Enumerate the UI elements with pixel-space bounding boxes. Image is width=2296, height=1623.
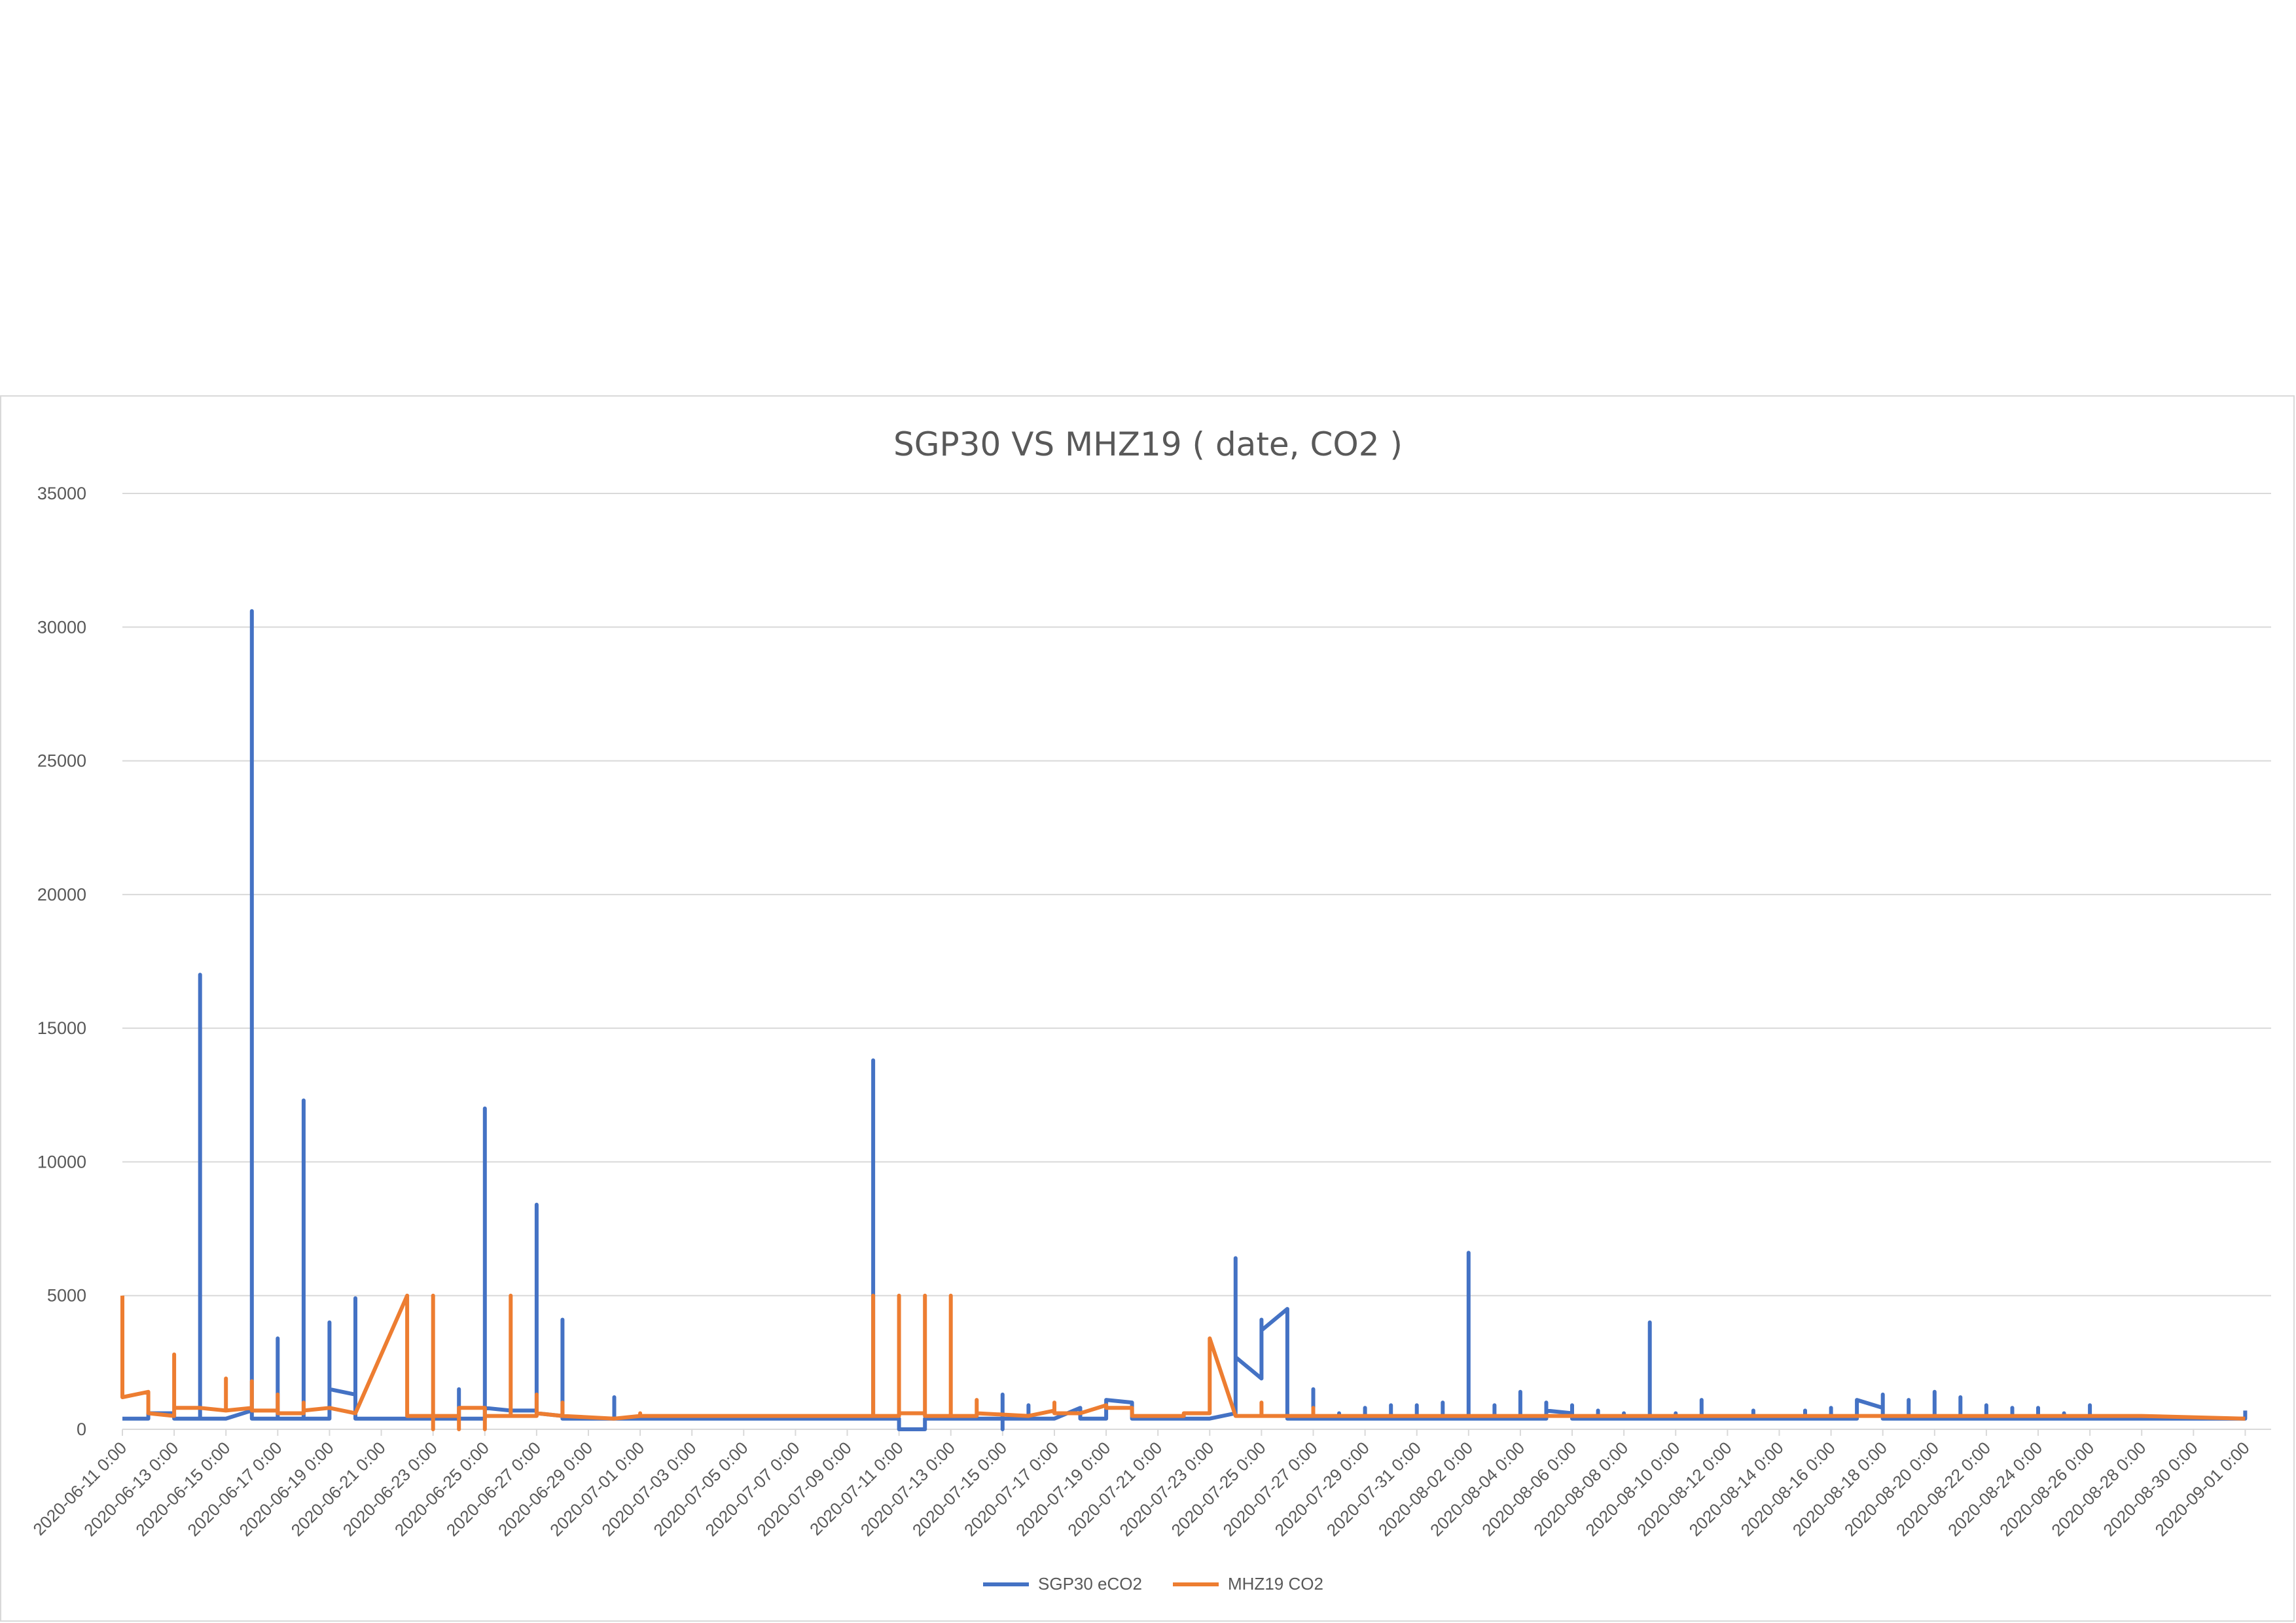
x-tick-label: 2020-07-31 0:00 xyxy=(1323,1438,1425,1540)
x-tick-label: 2020-06-11 0:00 xyxy=(29,1438,130,1539)
x-tick-label: 2020-08-26 0:00 xyxy=(1996,1438,2098,1540)
series-line-sgp30 xyxy=(122,609,2248,1431)
x-tick-label: 2020-06-29 0:00 xyxy=(494,1438,596,1540)
x-tick-label: 2020-07-29 0:00 xyxy=(1271,1438,1373,1540)
x-tick-label: 2020-08-22 0:00 xyxy=(1892,1438,1994,1540)
x-tick-label: 2020-08-30 0:00 xyxy=(2099,1438,2201,1540)
x-tick-label: 2020-08-02 0:00 xyxy=(1374,1438,1477,1540)
x-tick-label: 2020-09-01 0:00 xyxy=(2151,1438,2253,1540)
x-tick-label: 2020-08-10 0:00 xyxy=(1581,1438,1683,1540)
series-lines xyxy=(120,609,2248,1431)
x-tick-label: 2020-08-24 0:00 xyxy=(1944,1438,2046,1540)
chart-title: SGP30 VS MHZ19 ( date, CO2 ) xyxy=(893,425,1403,463)
x-tick-label: 2020-08-08 0:00 xyxy=(1530,1438,1632,1540)
x-tick-label: 2020-07-25 0:00 xyxy=(1167,1438,1269,1540)
legend-label-mhz19: MHZ19 CO2 xyxy=(1228,1574,1323,1594)
x-tick-label: 2020-06-27 0:00 xyxy=(442,1438,545,1540)
gridlines xyxy=(122,493,2271,1430)
x-tick-label: 2020-07-17 0:00 xyxy=(960,1438,1062,1540)
y-tick-label: 15000 xyxy=(37,1018,86,1038)
x-tick-label: 2020-07-09 0:00 xyxy=(753,1438,855,1540)
x-tick-label: 2020-08-14 0:00 xyxy=(1685,1438,1787,1540)
chart-svg: SGP30 VS MHZ19 ( date, CO2 ) 0 5000 10000 1… xyxy=(29,425,2271,1594)
x-tick-label: 2020-08-18 0:00 xyxy=(1789,1438,1891,1540)
y-tick-label: 10000 xyxy=(37,1152,86,1171)
x-tick-label: 2020-06-13 0:00 xyxy=(80,1438,182,1540)
x-tick-label: 2020-07-13 0:00 xyxy=(857,1438,959,1540)
x-tick-label: 2020-07-07 0:00 xyxy=(702,1438,804,1540)
x-tick-label: 2020-06-25 0:00 xyxy=(391,1438,493,1540)
x-tick-label: 2020-08-04 0:00 xyxy=(1426,1438,1528,1540)
x-tick-label: 2020-06-23 0:00 xyxy=(339,1438,441,1540)
x-tick-label: 2020-07-15 0:00 xyxy=(908,1438,1011,1540)
x-tick-label: 2020-08-28 0:00 xyxy=(2047,1438,2149,1540)
x-tick-label: 2020-08-20 0:00 xyxy=(1840,1438,1943,1540)
y-tick-label: 5000 xyxy=(47,1286,86,1306)
x-tick-label: 2020-07-19 0:00 xyxy=(1012,1438,1114,1540)
x-tick-label: 2020-08-12 0:00 xyxy=(1633,1438,1735,1540)
y-tick-label: 25000 xyxy=(37,751,86,771)
x-tick-label: 2020-07-21 0:00 xyxy=(1064,1438,1166,1540)
x-tick-label: 2020-07-01 0:00 xyxy=(546,1438,648,1540)
x-tick-label: 2020-06-19 0:00 xyxy=(236,1438,338,1540)
x-tick-label: 2020-07-05 0:00 xyxy=(649,1438,751,1540)
x-tick-label: 2020-07-03 0:00 xyxy=(598,1438,700,1540)
x-tick-label: 2020-06-21 0:00 xyxy=(287,1438,389,1540)
legend: SGP30 eCO2 MHZ19 CO2 xyxy=(983,1574,1323,1594)
x-tick-label: 2020-07-23 0:00 xyxy=(1115,1438,1217,1540)
series-line-mhz19 xyxy=(120,1293,2246,1431)
x-tick-label: 2020-07-27 0:00 xyxy=(1219,1438,1321,1540)
y-axis-ticks: 0 5000 10000 15000 20000 25000 30000 35000 xyxy=(37,484,86,1439)
x-tick-label: 2020-07-11 0:00 xyxy=(806,1438,907,1539)
x-tick-label: 2020-08-06 0:00 xyxy=(1478,1438,1580,1540)
y-tick-label: 35000 xyxy=(37,484,86,503)
y-tick-label: 30000 xyxy=(37,617,86,637)
y-tick-label: 20000 xyxy=(37,885,86,904)
y-tick-label: 0 xyxy=(77,1419,86,1439)
x-tick-label: 2020-06-17 0:00 xyxy=(183,1438,285,1540)
x-tick-label: 2020-08-16 0:00 xyxy=(1737,1438,1839,1540)
chart-frame: SGP30 VS MHZ19 ( date, CO2 ) 0 5000 10000 1… xyxy=(0,395,2295,1622)
x-tick-label: 2020-06-15 0:00 xyxy=(132,1438,234,1540)
legend-label-sgp30: SGP30 eCO2 xyxy=(1038,1574,1142,1594)
